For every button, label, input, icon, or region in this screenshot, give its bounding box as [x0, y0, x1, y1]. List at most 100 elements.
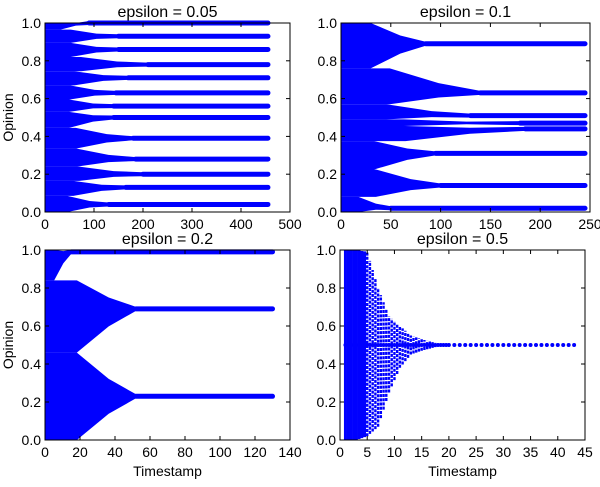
x-tick-label: 25: [468, 444, 484, 460]
x-tick-label: 80: [177, 444, 193, 460]
chart-title: epsilon = 0.2: [122, 231, 213, 248]
y-tick-label: 1.0: [22, 15, 42, 31]
x-tick-label: 150: [479, 216, 503, 232]
data-point: [446, 343, 451, 347]
y-axis-label: Opinion: [0, 321, 16, 369]
cluster-funnel: [341, 104, 471, 120]
data-point: [452, 343, 457, 347]
subplot-3: 0 20 40 60 80 100 120 140 0.0 0.2 0.4 0.6 0.8 1.0 epsi…: [0, 231, 302, 479]
cluster-funnel: [341, 23, 426, 69]
y-tick-label: 1.0: [318, 15, 338, 31]
data-point: [463, 343, 468, 347]
x-tick-label: 40: [107, 444, 123, 460]
cluster-funnel: [341, 196, 391, 212]
data-point: [561, 343, 566, 347]
x-axis-label: Timestamp: [428, 463, 497, 479]
cluster-funnel: [45, 29, 119, 43]
y-tick-label: 0.0: [22, 432, 42, 448]
y-tick-label: 0.8: [22, 53, 42, 69]
y-tick-label: 0.4: [318, 128, 338, 144]
data-point: [512, 343, 517, 347]
cluster-funnel: [341, 169, 441, 197]
data-point: [457, 343, 462, 347]
y-tick-label: 0.6: [318, 91, 338, 107]
y-tick-label: 0.0: [317, 432, 337, 448]
y-tick-label: 0.8: [318, 53, 338, 69]
x-tick-label: 10: [387, 444, 403, 460]
x-tick-label: 400: [229, 216, 253, 232]
x-tick-label: 15: [414, 444, 430, 460]
x-tick-label: 45: [577, 444, 593, 460]
x-tick-label: 200: [131, 216, 155, 232]
data-point: [528, 343, 533, 347]
axes-frame: [339, 249, 586, 441]
y-tick-label: 0.0: [318, 204, 338, 220]
data-point: [495, 343, 500, 347]
y-tick-label: 0.8: [22, 280, 42, 296]
y-tick-label: 0.2: [318, 166, 338, 182]
y-tick-label: 1.0: [22, 242, 42, 258]
x-tick-label: 0: [337, 216, 345, 232]
x-tick-label: 5: [363, 444, 371, 460]
subplot-2: 0 50 100 150 200 250 0.0 0.2 0.4 0.6 0.8 1.0 epsilon…: [318, 4, 600, 232]
y-tick-label: 0.8: [317, 280, 337, 296]
data-point: [555, 343, 560, 347]
x-tick-label: 100: [208, 444, 232, 460]
x-tick-label: 140: [278, 444, 302, 460]
axes-frame: [44, 22, 291, 213]
x-tick-label: 50: [383, 216, 399, 232]
x-tick-label: 100: [429, 216, 453, 232]
cluster-funnel: [45, 280, 136, 353]
subplot-4: 0 5 10 15 20 25 30 35 40 45 0.0 0.2 0.4 0.6 0.8 1.0 epsi…: [317, 231, 593, 479]
x-tick-label: 20: [441, 444, 457, 460]
data-point: [517, 343, 522, 347]
data-point: [550, 343, 555, 347]
cluster-funnel: [45, 148, 136, 167]
chart-title: epsilon = 0.05: [117, 4, 217, 21]
data-point: [539, 343, 544, 347]
x-tick-label: 120: [243, 444, 267, 460]
x-tick-label: 0: [41, 444, 49, 460]
cluster-funnel: [341, 119, 521, 127]
x-tick-label: 100: [82, 216, 106, 232]
cluster-funnel: [45, 180, 126, 196]
data-point: [479, 343, 484, 347]
axes-frame: [340, 22, 591, 213]
data-point: [544, 343, 549, 347]
data-point: [490, 343, 495, 347]
cluster-funnel: [45, 99, 114, 112]
y-tick-label: 0.6: [317, 318, 337, 334]
x-tick-label: 0: [41, 216, 49, 232]
y-tick-label: 0.2: [317, 394, 337, 410]
x-tick-label: 20: [72, 444, 88, 460]
cluster-funnel: [45, 71, 129, 86]
subplot-1: 0 100 200 300 400 500 0.0 0.2 0.4 0.6 0.8 1.0 epsilo…: [0, 4, 302, 232]
data-point: [523, 343, 528, 347]
cluster-funnel: [45, 21, 90, 30]
cluster-funnel: [45, 127, 134, 149]
cluster-funnel: [341, 68, 481, 105]
x-axis-label: Timestamp: [133, 463, 202, 479]
x-tick-label: 40: [550, 444, 566, 460]
cluster-funnel: [45, 111, 114, 128]
axes-frame: [44, 249, 291, 441]
y-tick-label: 1.0: [317, 242, 337, 258]
data-point: [534, 343, 538, 347]
chart-title: epsilon = 0.5: [417, 231, 508, 248]
y-tick-label: 0.4: [22, 128, 42, 144]
cluster-funnel: [45, 57, 148, 72]
x-tick-label: 0: [336, 444, 344, 460]
data-point: [506, 343, 511, 347]
y-tick-label: 0.2: [22, 394, 42, 410]
chart-title: epsilon = 0.1: [420, 4, 511, 21]
cluster-funnel: [341, 141, 436, 170]
y-tick-label: 0.4: [22, 356, 42, 372]
y-tick-label: 0.6: [22, 318, 42, 334]
cluster-funnel: [45, 352, 136, 440]
data-point: [468, 343, 473, 347]
cluster-funnel: [45, 85, 117, 100]
cluster-funnel: [341, 126, 526, 142]
data-point: [572, 343, 577, 347]
